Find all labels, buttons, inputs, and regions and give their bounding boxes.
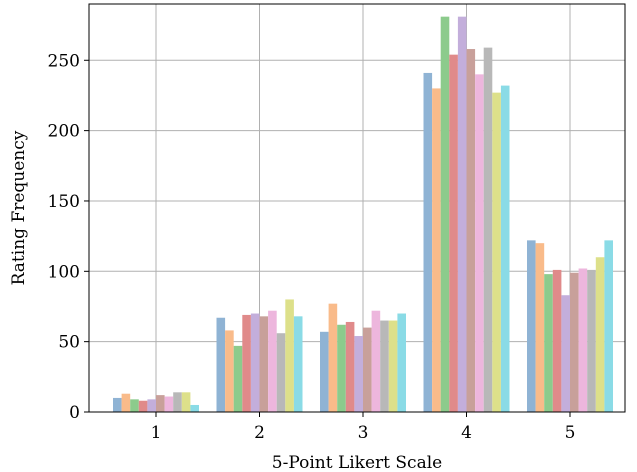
y-tick-label: 50 [58,333,80,353]
bars [113,16,613,413]
bar [587,269,596,412]
bar [449,54,458,412]
y-tick-label: 0 [69,403,80,423]
bar [138,400,148,412]
bar [483,47,493,412]
bar [604,240,613,412]
bar [250,313,260,412]
bar [363,327,372,412]
bar [285,299,294,412]
bar [535,243,545,412]
bar [156,395,165,412]
y-axis-label: Rating Frequency [9,130,29,285]
x-tick-label: 3 [358,423,369,443]
bar [242,314,251,412]
bar [380,320,389,412]
bar [561,295,570,412]
y-tick-label: 150 [48,192,80,212]
axis-ticks: 0 50 100 150 200 250 1 2 3 4 5 [48,51,576,443]
bar [492,92,501,412]
bar [354,336,363,412]
bar [121,393,131,412]
bar [388,320,398,412]
y-tick-label: 200 [48,122,80,142]
bar [259,316,269,412]
bar [164,396,174,412]
y-tick-label: 250 [48,51,80,71]
x-tick-label: 5 [565,423,576,443]
bar [578,268,588,412]
bar [595,257,605,412]
bar [328,303,338,412]
bar [320,331,329,412]
bar [225,330,234,412]
bar [173,392,182,412]
bar [345,321,355,412]
bar [147,399,156,412]
bar [293,316,303,412]
bar [181,392,191,412]
bar [423,72,433,412]
bar [216,317,226,412]
bar [190,404,199,412]
bar [276,333,286,412]
bar [544,274,553,412]
bar [268,310,277,412]
bar [440,16,450,412]
bar [466,49,476,412]
bar [457,16,467,412]
bar [130,399,139,412]
bar [113,397,122,412]
bar [337,324,346,412]
x-tick-label: 1 [151,423,162,443]
bar [233,345,243,412]
bar [527,240,536,412]
bar [432,88,441,413]
bar [500,85,510,412]
y-tick-label: 100 [48,262,80,282]
x-axis-label: 5-Point Likert Scale [272,453,442,472]
x-tick-label: 2 [254,423,265,443]
bar [552,269,562,412]
bar [397,313,406,412]
bar [371,310,381,412]
plot-frame [88,3,626,413]
bar [475,74,484,413]
bar [570,272,579,412]
x-tick-label: 4 [461,423,472,443]
